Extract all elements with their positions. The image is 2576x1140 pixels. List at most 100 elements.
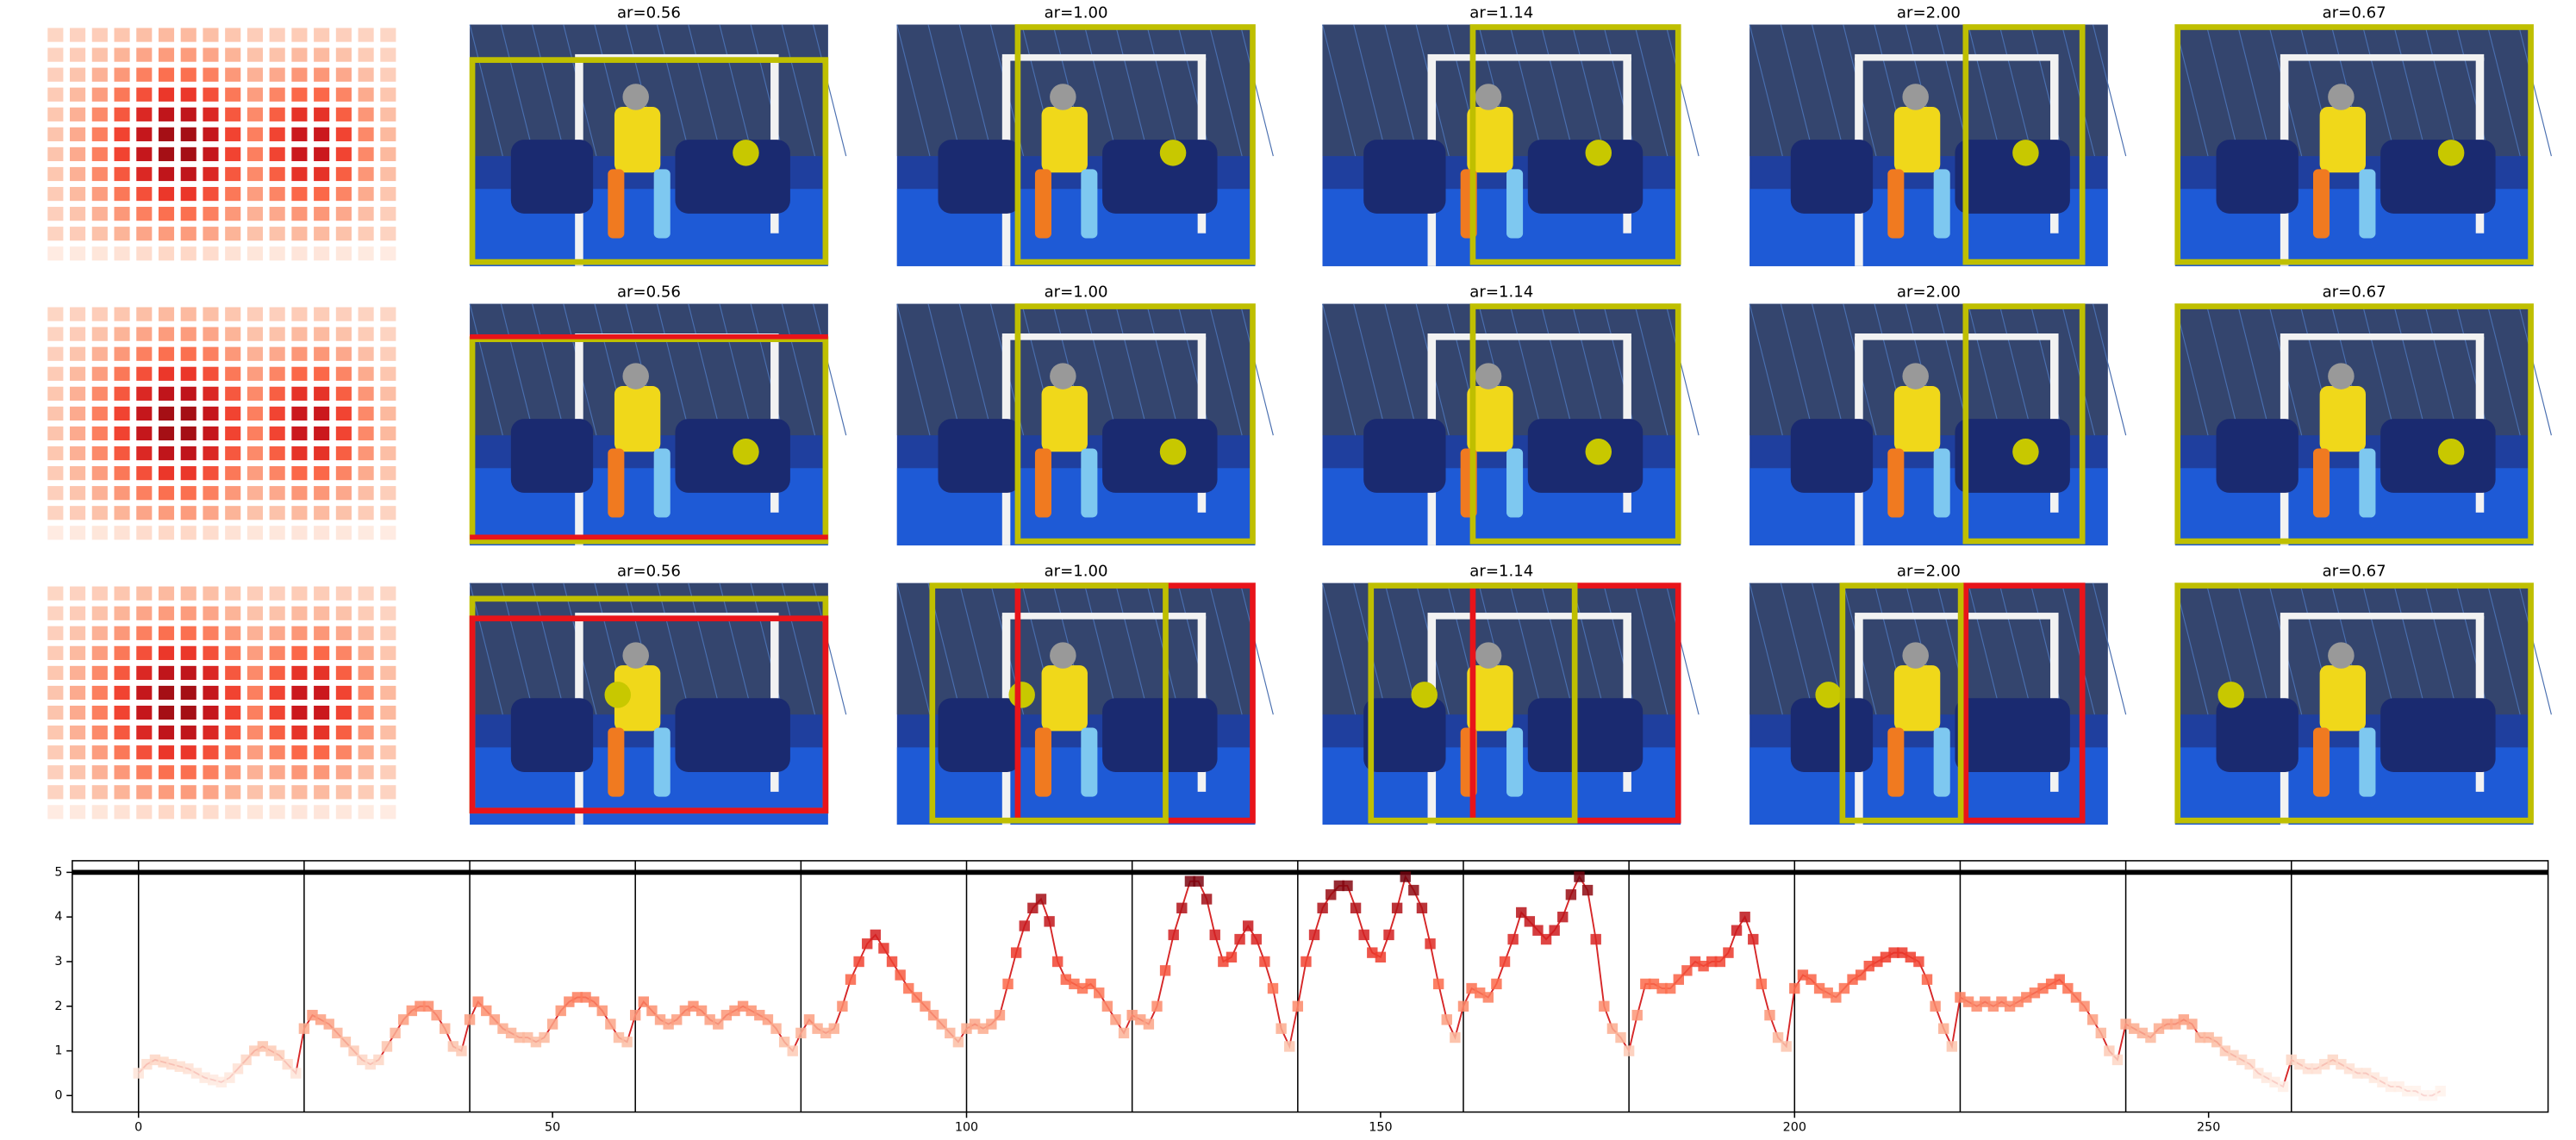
heatmap-cell (180, 685, 196, 701)
heatmap-cell (269, 186, 285, 202)
point-marker (671, 1014, 683, 1025)
net-line (1780, 303, 1815, 436)
heatmap-cell (158, 146, 175, 162)
heatmap-cell (246, 327, 263, 341)
point-marker (2086, 1014, 2099, 1025)
heatmap-cell (203, 486, 219, 501)
heatmap-cell (358, 67, 374, 82)
heatmap-cell (225, 406, 241, 421)
heatmap-cell (314, 606, 330, 620)
players-left (2216, 419, 2298, 493)
point-marker (679, 1005, 691, 1017)
heatmap-cell (91, 186, 108, 202)
panel: ar=0.56 (469, 3, 847, 266)
pad (1933, 727, 1950, 797)
point-marker (257, 1041, 269, 1052)
heatmap-cell (70, 466, 86, 481)
heatmap-cell (180, 466, 196, 481)
heatmap-cell (269, 526, 285, 540)
point-marker (1905, 951, 1916, 962)
heatmap-cell (225, 67, 241, 82)
heatmap-cell (114, 207, 130, 221)
point-marker (2203, 1031, 2214, 1043)
net-line (719, 582, 753, 715)
player-body (2319, 106, 2366, 173)
point-marker (1019, 920, 1030, 931)
point-marker (464, 1014, 476, 1025)
heatmap-cell (158, 805, 175, 819)
heatmap-cell (158, 486, 175, 501)
point-marker (1251, 933, 1262, 945)
point-marker (1482, 992, 1494, 1003)
heatmap-cell (114, 87, 130, 102)
point-marker (530, 1037, 542, 1048)
point-marker (440, 1023, 451, 1034)
point-marker (1681, 965, 1693, 976)
heatmap-cell (225, 146, 241, 162)
point-marker (903, 982, 914, 994)
point-marker (456, 1045, 467, 1056)
heatmap-cell (203, 227, 219, 241)
heatmap-cell (358, 346, 374, 361)
point-marker (1748, 933, 1759, 945)
point-marker (340, 1037, 352, 1048)
heatmap-cell (225, 426, 241, 441)
heatmap-cell (314, 327, 330, 341)
point-marker (158, 1056, 169, 1068)
point-marker (1234, 933, 1245, 945)
pad (1887, 448, 1905, 518)
point-marker (1002, 978, 1014, 990)
marker-dot (2012, 140, 2039, 166)
heatmap-cell (47, 127, 64, 141)
heatmap-cell (358, 87, 374, 102)
point-marker (1027, 902, 1039, 914)
player-body (1893, 106, 1941, 173)
net-line (1321, 24, 1357, 157)
net-line (1634, 24, 1668, 157)
heatmap-cell (91, 386, 108, 401)
net-line (896, 582, 931, 715)
heatmap-cell (358, 606, 374, 620)
heatmap-cell (291, 705, 308, 720)
heatmap-cell (136, 486, 153, 501)
heatmap-cell (246, 665, 263, 681)
net-line (1540, 24, 1575, 157)
heatmap-cell (136, 386, 153, 401)
heatmap-cell (180, 526, 196, 540)
heatmap-cell (269, 87, 285, 102)
net-line (2174, 582, 2209, 715)
point-marker (539, 1031, 550, 1043)
x-tick-label: 200 (1783, 1121, 1806, 1135)
net-line (2061, 24, 2096, 157)
panel: ar=0.56 (469, 283, 847, 545)
player-head (2328, 363, 2355, 389)
heatmap-cell (47, 645, 64, 660)
heatmap-cell (335, 307, 352, 321)
point-marker (2129, 1023, 2140, 1034)
heatmap-cell (114, 606, 130, 620)
bbox (1014, 24, 1256, 265)
heatmap-cell (47, 785, 64, 800)
point-marker (1408, 884, 1419, 896)
heatmap-cell (91, 645, 108, 660)
point-marker (431, 1009, 442, 1021)
net-line (1634, 303, 1668, 436)
player-head (1475, 642, 1502, 669)
net-line (1749, 303, 1783, 436)
crossbar (1427, 333, 1631, 340)
crossbar (1427, 53, 1631, 61)
heatmap-cell (291, 805, 308, 819)
player-body (1041, 665, 1088, 732)
pad (2359, 727, 2376, 797)
heatmap-cell (291, 386, 308, 401)
heatmap-cell (203, 28, 219, 42)
heatmap-cell (136, 186, 153, 202)
heatmap-cell (47, 307, 64, 321)
point-marker (1946, 1041, 1958, 1052)
heatmap-cell (136, 805, 153, 819)
heatmap-cell (314, 146, 330, 162)
point-marker (803, 1014, 815, 1025)
marker-dot (2012, 439, 2039, 465)
heatmap-cell (70, 47, 86, 62)
point-marker (2070, 992, 2082, 1003)
